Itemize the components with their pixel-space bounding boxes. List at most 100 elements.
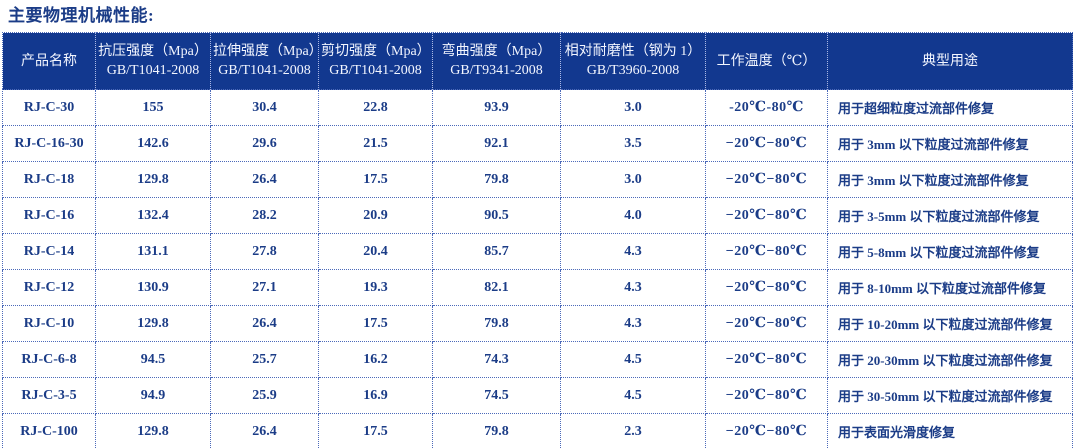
cell-product-name: RJ-C-18 xyxy=(2,161,96,198)
cell-wear: 2.3 xyxy=(560,413,706,448)
column-header-wear-resistance: 相对耐磨性（钢为 1） GB/T3960-2008 xyxy=(560,32,706,90)
cell-product-name: RJ-C-16-30 xyxy=(2,125,96,162)
table-row: RJ-C-18 129.8 26.4 17.5 79.8 3.0 −20℃−80… xyxy=(2,161,1073,198)
cell-typical-use: 用于 10-20mm 以下粒度过流部件修复 xyxy=(827,305,1073,342)
cell-wear: 4.3 xyxy=(560,233,706,270)
cell-shear: 17.5 xyxy=(318,305,433,342)
cell-temperature: −20℃−80℃ xyxy=(705,125,828,162)
cell-flexural: 82.1 xyxy=(432,269,561,306)
cell-temperature: −20℃−80℃ xyxy=(705,197,828,234)
cell-tensile: 27.8 xyxy=(210,233,319,270)
cell-shear: 17.5 xyxy=(318,161,433,198)
table-row: RJ-C-16-30 142.6 29.6 21.5 92.1 3.5 −20℃… xyxy=(2,125,1073,162)
cell-compressive: 130.9 xyxy=(95,269,211,306)
cell-wear: 3.5 xyxy=(560,125,706,162)
cell-temperature: −20℃−80℃ xyxy=(705,377,828,414)
cell-temperature: −20℃−80℃ xyxy=(705,233,828,270)
table-row: RJ-C-6-8 94.5 25.7 16.2 74.3 4.5 −20℃−80… xyxy=(2,341,1073,378)
column-label: 产品名称 xyxy=(21,53,77,69)
cell-typical-use: 用于 30-50mm 以下粒度过流部件修复 xyxy=(827,377,1073,414)
cell-wear: 4.5 xyxy=(560,377,706,414)
cell-product-name: RJ-C-12 xyxy=(2,269,96,306)
cell-wear: 4.5 xyxy=(560,341,706,378)
cell-typical-use: 用于 3mm 以下粒度过流部件修复 xyxy=(827,125,1073,162)
column-header-working-temperature: 工作温度（℃） xyxy=(705,32,828,90)
cell-typical-use: 用于 20-30mm 以下粒度过流部件修复 xyxy=(827,341,1073,378)
column-standard: GB/T9341-2008 xyxy=(450,63,543,78)
cell-product-name: RJ-C-100 xyxy=(2,413,96,448)
cell-product-name: RJ-C-30 xyxy=(2,89,96,126)
column-header-tensile-strength: 拉伸强度（Mpa） GB/T1041-2008 xyxy=(210,32,323,90)
cell-flexural: 74.3 xyxy=(432,341,561,378)
page-title: 主要物理机械性能: xyxy=(8,6,155,25)
header-row: 产品名称 抗压强度（Mpa） GB/T1041-2008 拉伸强度（Mpa） G… xyxy=(2,32,1073,90)
cell-product-name: RJ-C-14 xyxy=(2,233,96,270)
cell-flexural: 79.8 xyxy=(432,413,561,448)
cell-tensile: 25.9 xyxy=(210,377,319,414)
table-row: RJ-C-3-5 94.9 25.9 16.9 74.5 4.5 −20℃−80… xyxy=(2,377,1073,414)
cell-flexural: 79.8 xyxy=(432,161,561,198)
cell-compressive: 155 xyxy=(95,89,211,126)
cell-typical-use: 用于 5-8mm 以下粒度过流部件修复 xyxy=(827,233,1073,270)
cell-compressive: 129.8 xyxy=(95,161,211,198)
column-standard: GB/T1041-2008 xyxy=(218,63,311,78)
cell-product-name: RJ-C-16 xyxy=(2,197,96,234)
cell-flexural: 92.1 xyxy=(432,125,561,162)
cell-product-name: RJ-C-3-5 xyxy=(2,377,96,414)
column-label: 工作温度（℃） xyxy=(716,53,817,69)
table-row: RJ-C-30 155 30.4 22.8 93.9 3.0 -20℃-80℃ … xyxy=(2,89,1073,126)
cell-typical-use: 用于 3mm 以下粒度过流部件修复 xyxy=(827,161,1073,198)
column-header-flexural-strength: 弯曲强度（Mpa） GB/T9341-2008 xyxy=(432,32,561,90)
cell-compressive: 129.8 xyxy=(95,413,211,448)
cell-flexural: 85.7 xyxy=(432,233,561,270)
table-row: RJ-C-10 129.8 26.4 17.5 79.8 4.3 −20℃−80… xyxy=(2,305,1073,342)
cell-product-name: RJ-C-6-8 xyxy=(2,341,96,378)
table-row: RJ-C-12 130.9 27.1 19.3 82.1 4.3 −20℃−80… xyxy=(2,269,1073,306)
cell-shear: 19.3 xyxy=(318,269,433,306)
cell-wear: 4.3 xyxy=(560,269,706,306)
column-standard: GB/T1041-2008 xyxy=(329,63,422,78)
cell-typical-use: 用于表面光滑度修复 xyxy=(827,413,1073,448)
cell-wear: 4.3 xyxy=(560,305,706,342)
cell-product-name: RJ-C-10 xyxy=(2,305,96,342)
column-header-typical-use: 典型用途 xyxy=(827,32,1073,90)
column-label: 抗压强度（Mpa） xyxy=(98,44,208,59)
cell-compressive: 142.6 xyxy=(95,125,211,162)
cell-tensile: 27.1 xyxy=(210,269,319,306)
cell-shear: 21.5 xyxy=(318,125,433,162)
cell-shear: 22.8 xyxy=(318,89,433,126)
cell-temperature: -20℃-80℃ xyxy=(705,89,828,126)
column-label: 相对耐磨性（钢为 1） xyxy=(564,44,702,59)
cell-temperature: −20℃−80℃ xyxy=(705,341,828,378)
cell-wear: 4.0 xyxy=(560,197,706,234)
cell-shear: 16.2 xyxy=(318,341,433,378)
column-header-shear-strength: 剪切强度（Mpa） GB/T1041-2008 xyxy=(318,32,433,90)
cell-shear: 17.5 xyxy=(318,413,433,448)
cell-tensile: 26.4 xyxy=(210,161,319,198)
cell-shear: 20.4 xyxy=(318,233,433,270)
cell-flexural: 93.9 xyxy=(432,89,561,126)
column-label: 剪切强度（Mpa） xyxy=(321,44,431,59)
cell-flexural: 90.5 xyxy=(432,197,561,234)
cell-compressive: 131.1 xyxy=(95,233,211,270)
cell-typical-use: 用于 3-5mm 以下粒度过流部件修复 xyxy=(827,197,1073,234)
cell-wear: 3.0 xyxy=(560,161,706,198)
cell-wear: 3.0 xyxy=(560,89,706,126)
cell-tensile: 26.4 xyxy=(210,413,319,448)
cell-tensile: 30.4 xyxy=(210,89,319,126)
column-label: 拉伸强度（Mpa） xyxy=(213,44,323,59)
cell-tensile: 29.6 xyxy=(210,125,319,162)
table-row: RJ-C-100 129.8 26.4 17.5 79.8 2.3 −20℃−8… xyxy=(2,413,1073,448)
cell-typical-use: 用于超细粒度过流部件修复 xyxy=(827,89,1073,126)
table-row: RJ-C-16 132.4 28.2 20.9 90.5 4.0 −20℃−80… xyxy=(2,197,1073,234)
cell-tensile: 26.4 xyxy=(210,305,319,342)
cell-compressive: 132.4 xyxy=(95,197,211,234)
column-header-product-name: 产品名称 xyxy=(2,32,96,90)
cell-compressive: 94.9 xyxy=(95,377,211,414)
cell-shear: 16.9 xyxy=(318,377,433,414)
cell-shear: 20.9 xyxy=(318,197,433,234)
cell-compressive: 129.8 xyxy=(95,305,211,342)
column-standard: GB/T1041-2008 xyxy=(106,63,200,78)
cell-tensile: 25.7 xyxy=(210,341,319,378)
cell-flexural: 74.5 xyxy=(432,377,561,414)
